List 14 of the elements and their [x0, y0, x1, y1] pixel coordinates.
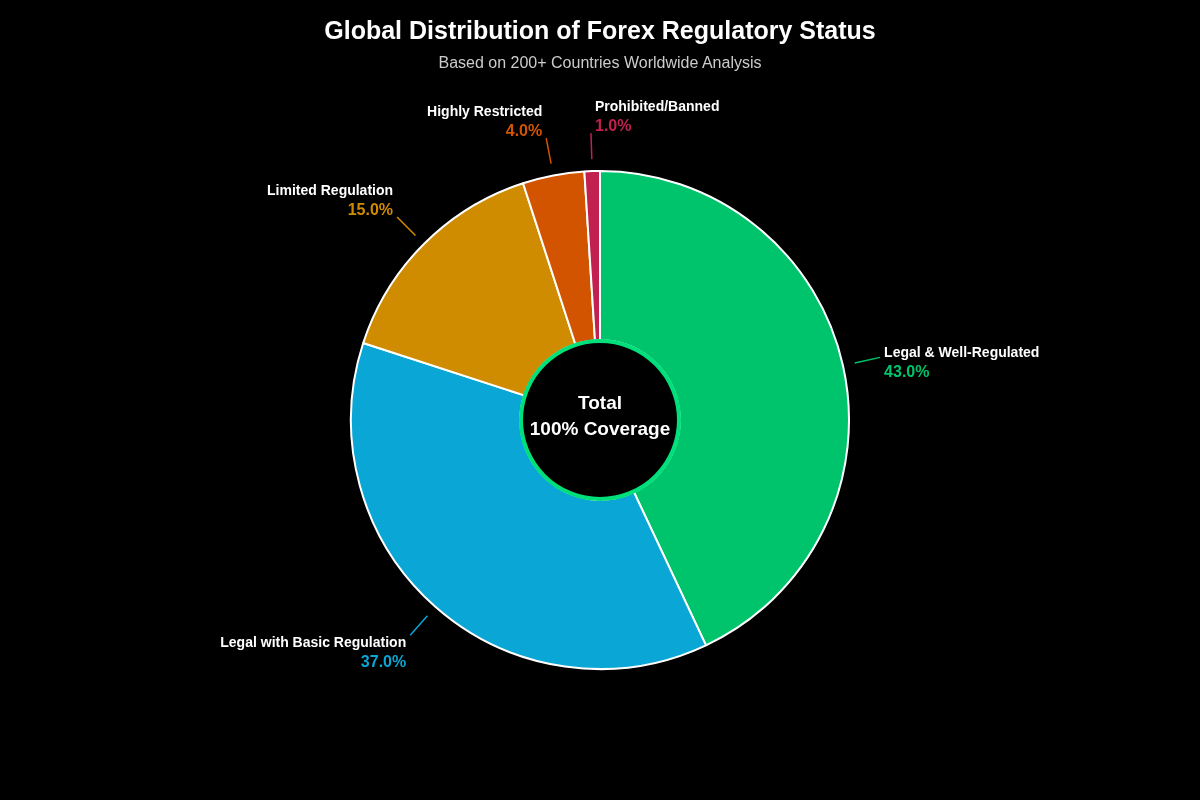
data-label: 4.0%: [505, 122, 543, 140]
text: 100% Coverage: [529, 418, 671, 439]
slice-label: Prohibited/Banned: [594, 98, 720, 115]
data-label: 37.0%: [360, 653, 407, 671]
slice-label: Highly Restricted: [427, 103, 543, 120]
slice-label: Legal with Basic Regulation: [220, 634, 407, 651]
chart-subtitle: Based on 200+ Countries Worldwide Analysis: [437, 54, 763, 72]
text: Total: [578, 392, 622, 413]
slice-label: Limited Regulation: [267, 182, 394, 199]
data-label: 1.0%: [594, 117, 632, 135]
slice-label: Legal & Well-Regulated: [884, 344, 1040, 361]
data-label: 15.0%: [347, 201, 394, 219]
data-label: 43.0%: [884, 363, 930, 381]
chart-title: Global Distribution of Forex Regulatory Status: [323, 16, 877, 45]
